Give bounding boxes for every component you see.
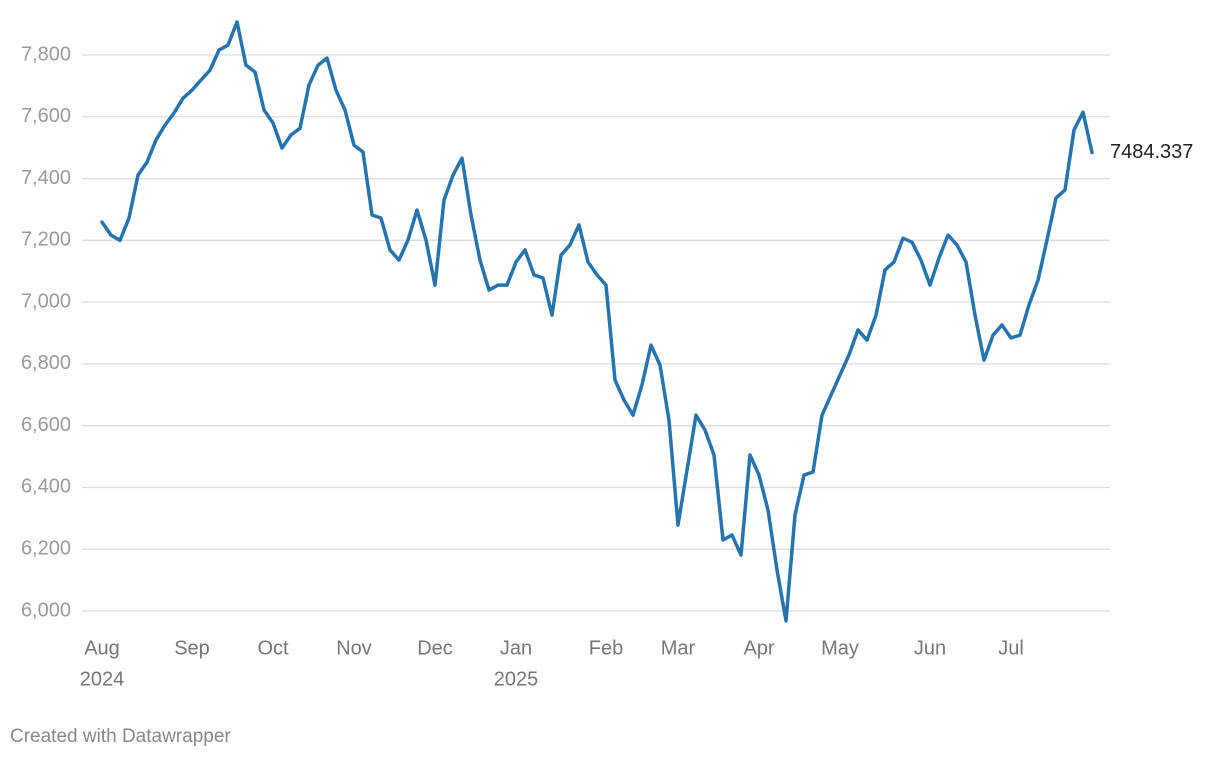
price-line: [100, 20, 1094, 623]
y-tick-label: 6,400: [21, 476, 71, 498]
x-tick-label: Oct: [257, 637, 289, 659]
credit: Created with Datawrapper: [10, 726, 231, 747]
x-tick-label: Dec: [417, 637, 453, 659]
y-tick-label: 7,800: [21, 43, 71, 65]
last-value-label: 7484.337: [1110, 141, 1193, 163]
y-tick-label: 7,600: [21, 105, 71, 127]
x-tick-label: Jan: [500, 637, 532, 659]
x-tick-label: Jun: [914, 637, 946, 659]
x-tick-label: May: [821, 637, 859, 659]
y-tick-label: 6,000: [21, 599, 71, 621]
x-tick-label: Feb: [589, 637, 623, 659]
y-tick-label: 6,200: [21, 538, 71, 560]
y-tick-label: 6,600: [21, 414, 71, 436]
x-tick-label: Aug: [84, 637, 120, 659]
x-tick-label: Sep: [174, 637, 210, 659]
x-tick-sublabel: 2025: [494, 668, 539, 690]
y-tick-label: 7,000: [21, 290, 71, 312]
y-tick-label: 6,800: [21, 352, 71, 374]
x-tick-sublabel: 2024: [80, 668, 125, 690]
x-tick-label: Jul: [998, 637, 1024, 659]
x-tick-label: Mar: [661, 637, 696, 659]
y-tick-label: 7,400: [21, 167, 71, 189]
x-tick-label: Apr: [743, 637, 774, 659]
y-tick-label: 7,200: [21, 229, 71, 251]
x-tick-label: Nov: [336, 637, 372, 659]
